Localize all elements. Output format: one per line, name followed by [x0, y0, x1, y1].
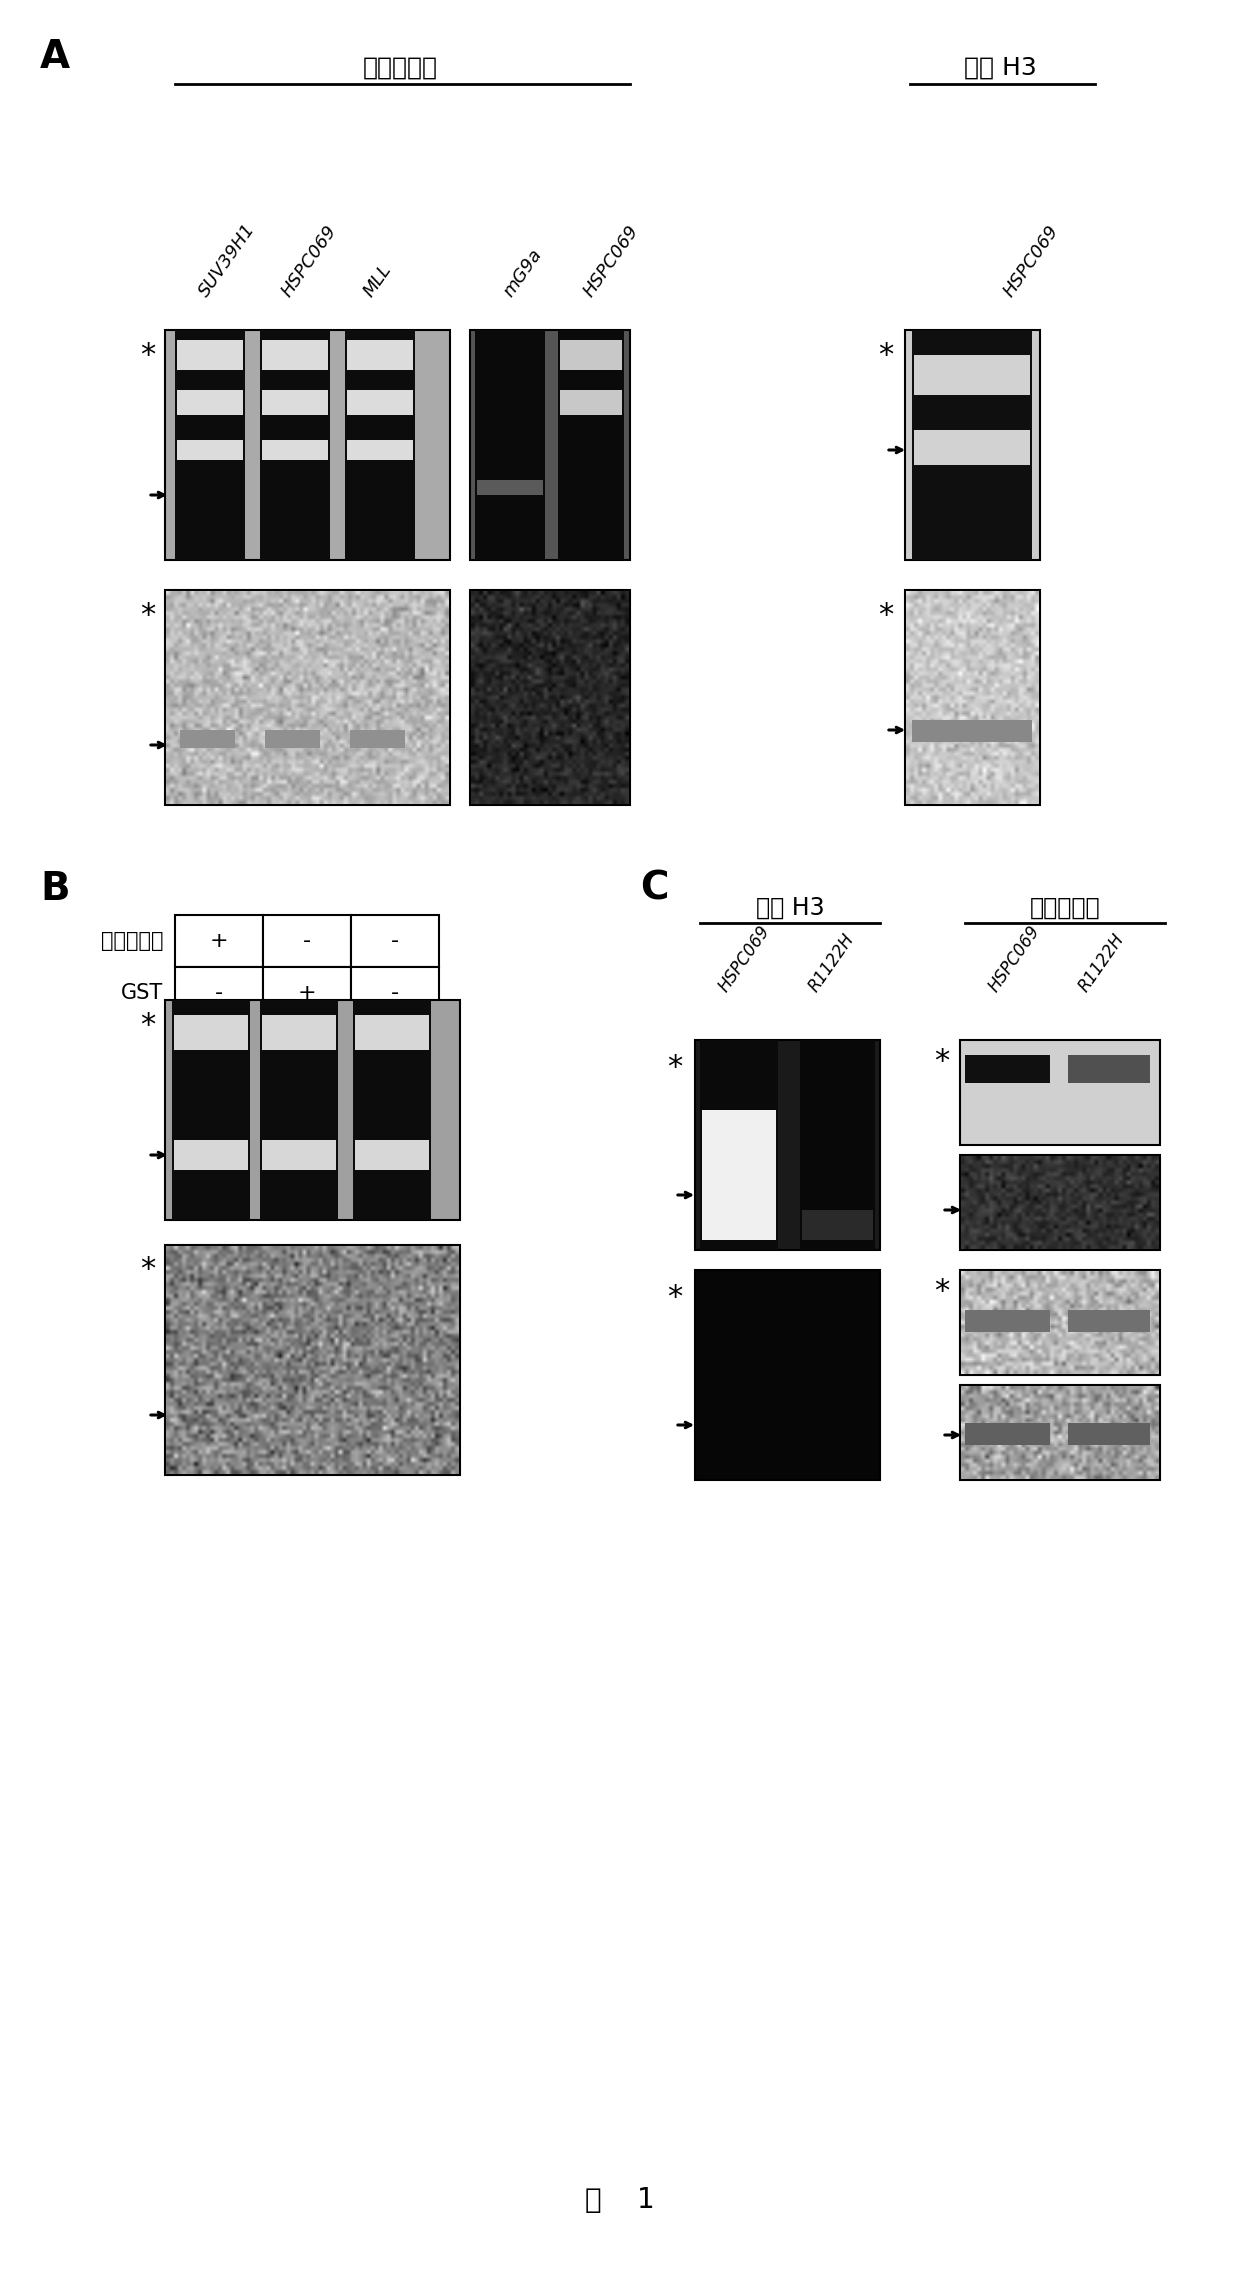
Text: 核心组蛋白: 核心组蛋白: [362, 57, 438, 80]
Text: -: -: [391, 930, 399, 951]
Bar: [165, 591, 450, 805]
Bar: [175, 331, 246, 561]
Bar: [263, 967, 351, 1019]
Text: 核心组蛋白: 核心组蛋白: [100, 930, 162, 951]
Bar: [347, 340, 413, 369]
Bar: [905, 591, 1040, 805]
Bar: [477, 481, 543, 495]
Text: -: -: [303, 930, 311, 951]
Text: A: A: [40, 39, 71, 75]
Text: *: *: [935, 1047, 950, 1076]
Bar: [911, 331, 1032, 561]
Bar: [960, 1040, 1159, 1145]
Text: HSPC069: HSPC069: [985, 921, 1044, 994]
Bar: [174, 1015, 248, 1051]
Text: R1122H: R1122H: [805, 930, 858, 994]
Bar: [694, 1040, 880, 1249]
Text: C: C: [640, 871, 668, 907]
Bar: [1068, 1311, 1149, 1332]
Text: -: -: [391, 983, 399, 1003]
Text: mG9a: mG9a: [500, 246, 546, 301]
Bar: [355, 1140, 429, 1170]
Text: *: *: [667, 1053, 683, 1083]
Bar: [260, 331, 330, 561]
Text: GST: GST: [120, 983, 162, 1003]
Bar: [263, 914, 351, 967]
Text: 重组 H3: 重组 H3: [755, 896, 825, 921]
Bar: [802, 1211, 873, 1240]
Text: *: *: [878, 340, 894, 369]
Bar: [701, 1040, 777, 1249]
Bar: [965, 1056, 1050, 1083]
Bar: [914, 431, 1030, 465]
Bar: [177, 440, 243, 461]
Bar: [960, 1270, 1159, 1375]
Text: +: +: [210, 930, 228, 951]
Bar: [911, 720, 1032, 741]
Bar: [262, 1015, 336, 1051]
Bar: [351, 967, 439, 1019]
Bar: [175, 914, 263, 967]
Bar: [960, 1384, 1159, 1480]
Bar: [702, 1110, 776, 1240]
Bar: [177, 390, 243, 415]
Bar: [475, 331, 546, 561]
Bar: [470, 591, 630, 805]
Bar: [800, 1040, 875, 1249]
Bar: [174, 1140, 248, 1170]
Bar: [914, 356, 1030, 394]
Text: 重组 H3: 重组 H3: [963, 57, 1037, 80]
Bar: [165, 331, 450, 561]
Text: HSPC069: HSPC069: [715, 921, 774, 994]
Bar: [965, 1311, 1050, 1332]
Text: B: B: [40, 871, 69, 907]
Bar: [960, 1156, 1159, 1249]
Bar: [1068, 1056, 1149, 1083]
Text: +: +: [298, 983, 316, 1003]
Bar: [165, 1245, 460, 1475]
Text: 核心组蛋白: 核心组蛋白: [1029, 896, 1100, 921]
Text: *: *: [140, 1256, 156, 1284]
Bar: [1068, 1423, 1149, 1446]
Bar: [165, 1001, 460, 1220]
Bar: [560, 390, 622, 415]
Bar: [694, 1270, 880, 1480]
Bar: [560, 340, 622, 369]
Text: SUV39H1: SUV39H1: [195, 221, 258, 301]
Text: R1122H: R1122H: [1075, 930, 1128, 994]
Bar: [260, 1001, 339, 1220]
Bar: [558, 331, 624, 561]
Bar: [262, 1140, 336, 1170]
Bar: [265, 730, 320, 748]
Bar: [262, 340, 329, 369]
Text: *: *: [140, 340, 156, 369]
Text: *: *: [140, 1010, 156, 1040]
Text: *: *: [935, 1277, 950, 1306]
Bar: [905, 331, 1040, 561]
Bar: [262, 390, 329, 415]
Text: HSPC069: HSPC069: [278, 221, 340, 301]
Bar: [172, 1001, 250, 1220]
Bar: [965, 1423, 1050, 1446]
Bar: [470, 331, 630, 561]
Bar: [350, 730, 405, 748]
Bar: [355, 1015, 429, 1051]
Text: *: *: [878, 600, 894, 629]
Bar: [177, 340, 243, 369]
Text: HSPC069: HSPC069: [580, 221, 642, 301]
Text: *: *: [667, 1284, 683, 1313]
Text: -: -: [215, 983, 223, 1003]
Bar: [175, 967, 263, 1019]
Text: HSPC069: HSPC069: [999, 221, 1063, 301]
Text: 图    1: 图 1: [585, 2187, 655, 2214]
Text: MLL: MLL: [360, 260, 396, 301]
Bar: [180, 730, 236, 748]
Text: *: *: [140, 600, 156, 629]
Bar: [262, 440, 329, 461]
Bar: [345, 331, 415, 561]
Bar: [353, 1001, 432, 1220]
Bar: [347, 440, 413, 461]
Bar: [347, 390, 413, 415]
Bar: [351, 914, 439, 967]
